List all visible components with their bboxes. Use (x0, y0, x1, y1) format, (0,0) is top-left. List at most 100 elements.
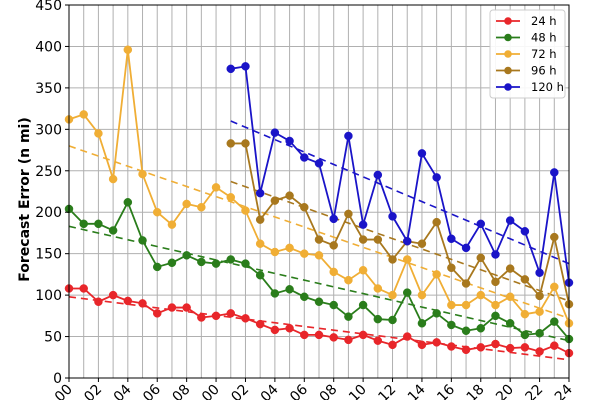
data-point (344, 131, 353, 141)
data-point (417, 319, 427, 328)
data-point (197, 313, 206, 322)
data-point (402, 332, 412, 341)
data-point (461, 300, 471, 310)
data-point (211, 259, 221, 268)
data-point (241, 314, 250, 323)
x-tick-label: 20 (493, 382, 517, 400)
legend-item: 72 h (496, 47, 557, 61)
data-point (123, 296, 133, 306)
data-point (447, 234, 456, 243)
x-tick-label: 18 (464, 382, 488, 400)
x-tick-label: 12 (375, 382, 399, 400)
data-point (314, 330, 324, 340)
x-tick-label: 24 (552, 381, 576, 400)
data-point (108, 226, 118, 235)
x-tick-label: 22 (522, 382, 546, 400)
data-point (226, 64, 236, 74)
data-point (226, 139, 236, 148)
data-point (373, 284, 383, 293)
y-tick-label: 50 (44, 330, 62, 346)
data-point (285, 324, 294, 333)
data-point (314, 251, 324, 260)
data-point (417, 290, 427, 300)
data-point (344, 209, 353, 219)
data-point (491, 300, 500, 310)
data-point (476, 219, 486, 229)
data-point (417, 149, 427, 158)
data-point (520, 275, 530, 284)
data-point (432, 309, 441, 318)
x-tick-label: 00 (199, 382, 223, 400)
data-point (461, 345, 471, 355)
data-point (402, 255, 412, 264)
y-tick-label: 100 (35, 288, 62, 304)
y-tick-label: 150 (35, 247, 62, 263)
data-point (550, 317, 559, 326)
legend-swatch-marker (504, 83, 512, 91)
data-point (535, 307, 544, 316)
data-point (300, 330, 309, 340)
data-point (94, 297, 103, 306)
data-point (432, 217, 441, 227)
x-tick-label: 06 (287, 381, 311, 400)
data-point (197, 257, 206, 267)
x-tick-label: 08 (170, 382, 194, 400)
data-point (505, 343, 515, 353)
data-point (358, 330, 368, 340)
data-point (167, 303, 177, 312)
data-point (358, 220, 368, 229)
data-point (447, 342, 456, 351)
data-point (535, 291, 544, 301)
data-point (505, 264, 515, 273)
data-point (358, 300, 368, 310)
data-point (520, 227, 530, 236)
legend-box (489, 9, 566, 99)
data-point (550, 341, 559, 350)
legend-swatch-marker (504, 33, 512, 42)
data-point (505, 292, 515, 302)
x-tick-label: 02 (81, 382, 105, 400)
data-point (535, 268, 544, 277)
data-point (138, 236, 147, 245)
data-point (270, 247, 280, 257)
data-point (388, 315, 397, 325)
data-point (476, 290, 486, 300)
data-point (388, 290, 397, 300)
plot-frame (68, 4, 570, 379)
data-point (79, 284, 88, 293)
data-point (535, 328, 544, 338)
data-point (182, 251, 191, 260)
data-point (550, 282, 559, 292)
data-point (285, 191, 294, 200)
data-point (461, 326, 471, 336)
legend-swatch-marker (504, 66, 512, 75)
data-point (491, 277, 500, 287)
x-tick-label: 10 (346, 382, 370, 400)
data-point (182, 303, 191, 312)
data-point (241, 259, 250, 268)
data-point (270, 325, 280, 335)
legend-item: 48 h (496, 31, 557, 45)
series (226, 139, 574, 309)
data-point (211, 311, 221, 321)
y-tick-label: 450 (35, 0, 62, 14)
data-point (285, 243, 294, 253)
y-tick-label: 350 (35, 81, 62, 97)
data-point (138, 169, 147, 179)
data-point (167, 258, 177, 268)
data-point (491, 250, 500, 259)
data-point (476, 324, 486, 333)
data-point (520, 309, 530, 319)
data-point (123, 198, 133, 207)
data-point (329, 214, 338, 224)
x-tick-label: 06 (140, 381, 164, 400)
y-tick-label: 200 (35, 205, 62, 221)
x-tick-label: 08 (317, 382, 341, 400)
data-point (373, 336, 383, 345)
data-point (402, 236, 412, 246)
data-point (255, 319, 265, 329)
x-tick-label: 04 (111, 381, 135, 400)
data-point (344, 275, 353, 285)
trend-line (68, 225, 570, 342)
